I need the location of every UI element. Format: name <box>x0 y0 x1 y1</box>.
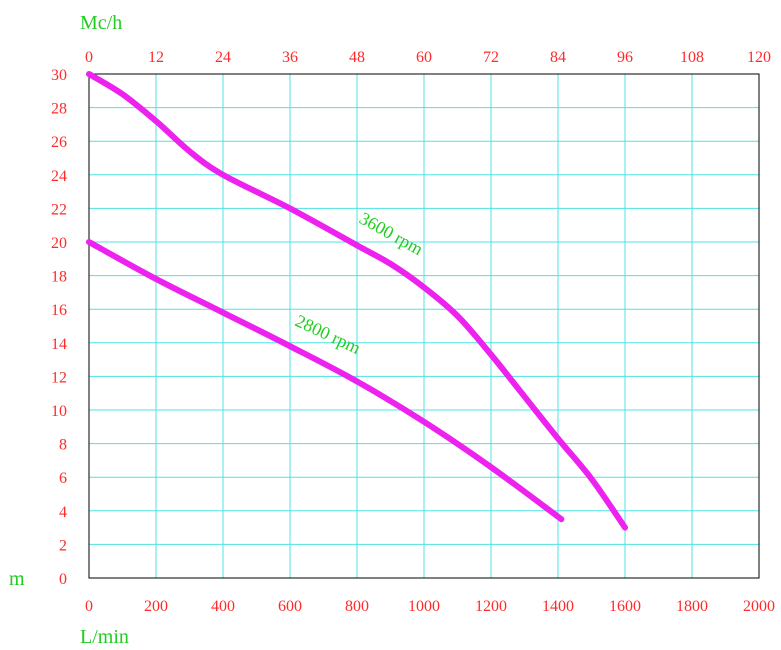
y-tick-label: 22 <box>51 201 67 218</box>
x-bottom-tick-label: 1800 <box>676 598 708 615</box>
curves <box>86 71 628 531</box>
series-line-2800-rpm <box>86 239 565 523</box>
y-tick-label: 26 <box>51 134 67 151</box>
y-tick-label: 20 <box>51 235 67 252</box>
x-top-tick-label: 12 <box>148 49 164 66</box>
y-tick-label: 2 <box>59 537 67 554</box>
x-bottom-tick-label: 2000 <box>743 598 775 615</box>
y-axis-label: m <box>9 568 25 590</box>
x-top-ticks: 0 12 24 36 48 60 72 84 96 108 120 <box>85 49 771 66</box>
y-tick-label: 4 <box>59 504 67 521</box>
y-tick-label: 18 <box>51 269 67 286</box>
x-top-tick-label: 36 <box>282 49 298 66</box>
series-line-3600-rpm <box>86 71 628 531</box>
y-tick-label: 12 <box>51 369 67 386</box>
y-tick-label: 24 <box>51 168 67 185</box>
y-tick-label: 28 <box>51 101 67 118</box>
x-bottom-tick-label: 400 <box>211 598 235 615</box>
x-bottom-tick-label: 1400 <box>542 598 574 615</box>
y-tick-label: 8 <box>59 437 67 454</box>
x-bottom-tick-label: 1000 <box>408 598 440 615</box>
plot-frame <box>88 73 760 579</box>
x-bottom-tick-label: 0 <box>85 598 93 615</box>
x-top-tick-label: 48 <box>349 49 365 66</box>
x-top-tick-label: 96 <box>617 49 633 66</box>
x-top-tick-label: 108 <box>680 49 704 66</box>
x-top-tick-label: 84 <box>550 49 566 66</box>
x-bottom-tick-label: 1600 <box>609 598 641 615</box>
x-top-tick-label: 60 <box>416 49 432 66</box>
x-top-tick-label: 120 <box>747 49 771 66</box>
x-top-axis-label: Mc/h <box>80 12 122 34</box>
y-tick-label: 0 <box>59 571 67 588</box>
x-bottom-tick-label: 1200 <box>475 598 507 615</box>
x-bottom-ticks: 0 200 400 600 800 1000 1200 1400 1600 1800 2000 <box>85 598 775 615</box>
x-top-tick-label: 24 <box>215 49 231 66</box>
y-tick-label: 10 <box>51 403 67 420</box>
y-tick-label: 6 <box>59 470 67 487</box>
x-bottom-axis-label: L/min <box>80 626 129 648</box>
x-bottom-tick-label: 800 <box>345 598 369 615</box>
x-bottom-tick-label: 600 <box>278 598 302 615</box>
x-top-tick-label: 72 <box>483 49 499 66</box>
y-tick-label: 16 <box>51 302 67 319</box>
x-bottom-tick-label: 200 <box>144 598 168 615</box>
y-tick-label: 30 <box>51 67 67 84</box>
y-tick-label: 14 <box>51 336 67 353</box>
x-top-tick-label: 0 <box>85 49 93 66</box>
